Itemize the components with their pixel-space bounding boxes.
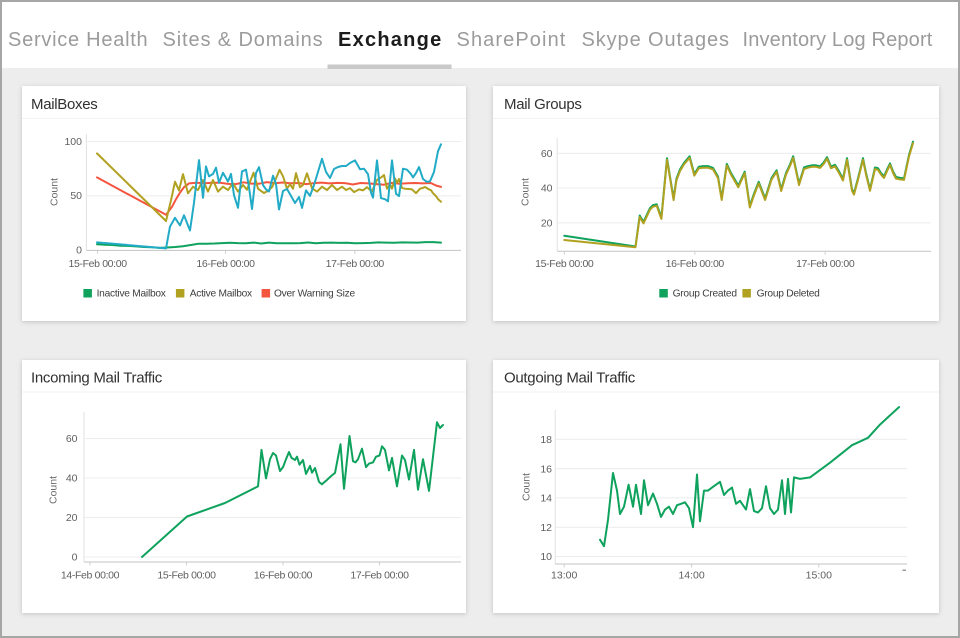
svg-text:40: 40 — [66, 473, 78, 485]
svg-text:Over Warning Size: Over Warning Size — [274, 289, 355, 300]
svg-text:MailBoxes: MailBoxes — [31, 96, 98, 113]
svg-text:Outgoing Mail Traffic: Outgoing Mail Traffic — [504, 370, 636, 387]
svg-text:Group Created: Group Created — [673, 289, 738, 300]
svg-text:Group Deleted: Group Deleted — [757, 289, 821, 300]
svg-text:14:00: 14:00 — [678, 570, 704, 582]
svg-text:12: 12 — [540, 522, 552, 534]
svg-text:40: 40 — [541, 182, 553, 194]
svg-text:20: 20 — [66, 512, 78, 524]
svg-text:17-Feb 00:00: 17-Feb 00:00 — [350, 570, 409, 582]
svg-text:17-Feb 00:00: 17-Feb 00:00 — [326, 258, 385, 270]
svg-text:60: 60 — [541, 148, 553, 160]
svg-text:Count: Count — [520, 178, 532, 206]
svg-text:14-Feb 00:00: 14-Feb 00:00 — [61, 570, 120, 582]
svg-text:Exchange: Exchange — [338, 29, 442, 51]
svg-text:16-Feb 00:00: 16-Feb 00:00 — [254, 570, 313, 582]
svg-text:Inventory Log Report: Inventory Log Report — [743, 29, 933, 51]
svg-text:15:00: 15:00 — [806, 570, 832, 582]
svg-text:Count: Count — [521, 473, 533, 501]
svg-text:18: 18 — [540, 434, 552, 446]
svg-text:15-Feb 00:00: 15-Feb 00:00 — [157, 570, 216, 582]
svg-text:Service Health: Service Health — [8, 29, 148, 51]
svg-text:20: 20 — [541, 218, 553, 230]
svg-text:SharePoint: SharePoint — [457, 29, 567, 51]
svg-text:17-Feb 00:00: 17-Feb 00:00 — [796, 258, 855, 270]
svg-text:0: 0 — [72, 552, 78, 564]
svg-text:15-Feb 00:00: 15-Feb 00:00 — [535, 258, 594, 270]
svg-text:60: 60 — [66, 433, 78, 445]
svg-text:Sites & Domains: Sites & Domains — [163, 29, 324, 51]
svg-text:100: 100 — [64, 136, 82, 148]
svg-text:Active Mailbox: Active Mailbox — [190, 289, 252, 300]
svg-text:16: 16 — [540, 463, 552, 475]
svg-text:16-Feb 00:00: 16-Feb 00:00 — [196, 258, 255, 270]
svg-text:Inactive Mailbox: Inactive Mailbox — [97, 289, 166, 300]
svg-text:50: 50 — [70, 190, 82, 202]
svg-text:14: 14 — [540, 493, 552, 505]
svg-text:Count: Count — [49, 178, 61, 206]
svg-text:Mail Groups: Mail Groups — [504, 96, 582, 113]
svg-text:13:00: 13:00 — [551, 570, 577, 582]
svg-text:Count: Count — [48, 476, 60, 504]
svg-text:10: 10 — [540, 551, 552, 563]
svg-text:15-Feb 00:00: 15-Feb 00:00 — [68, 258, 127, 270]
svg-text:16-Feb 00:00: 16-Feb 00:00 — [666, 258, 725, 270]
svg-text:0: 0 — [76, 245, 82, 257]
svg-text:Incoming Mail Traffic: Incoming Mail Traffic — [31, 370, 163, 387]
svg-text:Skype Outages: Skype Outages — [582, 29, 730, 51]
